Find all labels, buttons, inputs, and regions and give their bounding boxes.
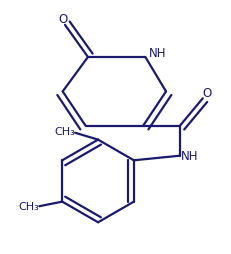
Text: CH₃: CH₃ — [19, 202, 39, 212]
Text: O: O — [58, 13, 67, 26]
Text: NH: NH — [149, 47, 167, 60]
Text: O: O — [203, 87, 212, 100]
Text: CH₃: CH₃ — [55, 126, 75, 137]
Text: NH: NH — [181, 150, 199, 163]
